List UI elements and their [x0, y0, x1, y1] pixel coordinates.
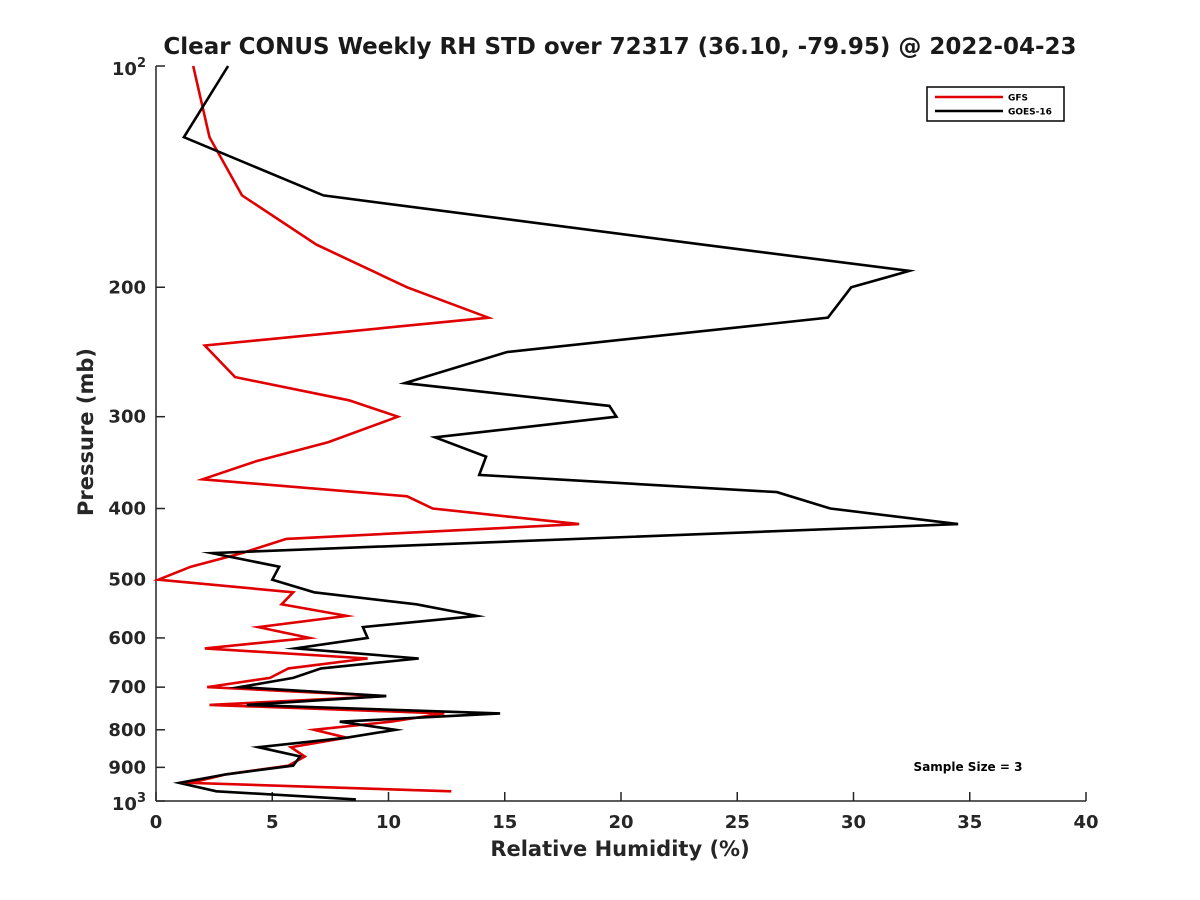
legend-label-gfs: GFS [1008, 94, 1028, 104]
y-tick-label-power: 103 [112, 791, 146, 815]
chart-title: Clear CONUS Weekly RH STD over 72317 (36… [163, 34, 1076, 60]
y-tick-label: 300 [108, 407, 146, 428]
x-tick-label: 25 [725, 812, 750, 833]
legend: GFS GOES-16 [926, 86, 1065, 122]
x-tick-label: 40 [1073, 812, 1098, 833]
series-layer [152, 65, 959, 801]
y-tick-label: 500 [108, 570, 146, 591]
y-tick-label: 900 [108, 757, 146, 778]
y-tick-label: 700 [108, 677, 146, 698]
x-tick-label: 15 [492, 812, 517, 833]
series-line-goes-16 [172, 65, 959, 801]
x-axis-ticks: 0 5 10 15 20 25 30 35 40 [150, 792, 1099, 833]
series-line-gfs [152, 65, 580, 793]
legend-box [926, 86, 1065, 122]
y-tick-label-power: 102 [112, 56, 146, 80]
x-tick-label: 35 [957, 812, 982, 833]
y-tick-label: 800 [108, 720, 146, 741]
y-tick-label: 600 [108, 628, 146, 649]
x-tick-label: 10 [376, 812, 401, 833]
y-axis-ticks: 200 300 400 500 600 700 800 900 102 103 [108, 56, 165, 815]
y-tick-label: 200 [108, 277, 146, 298]
sample-size-annotation: Sample Size = 3 [914, 760, 1023, 774]
y-axis-label: Pressure (mb) [74, 348, 98, 516]
y-tick-label: 400 [108, 499, 146, 520]
x-axis-label: Relative Humidity (%) [490, 837, 749, 861]
legend-label-goes-16: GOES-16 [1008, 108, 1052, 118]
x-tick-label: 20 [608, 812, 633, 833]
x-tick-label: 30 [841, 812, 866, 833]
x-tick-label: 5 [266, 812, 279, 833]
x-tick-label: 0 [150, 812, 163, 833]
